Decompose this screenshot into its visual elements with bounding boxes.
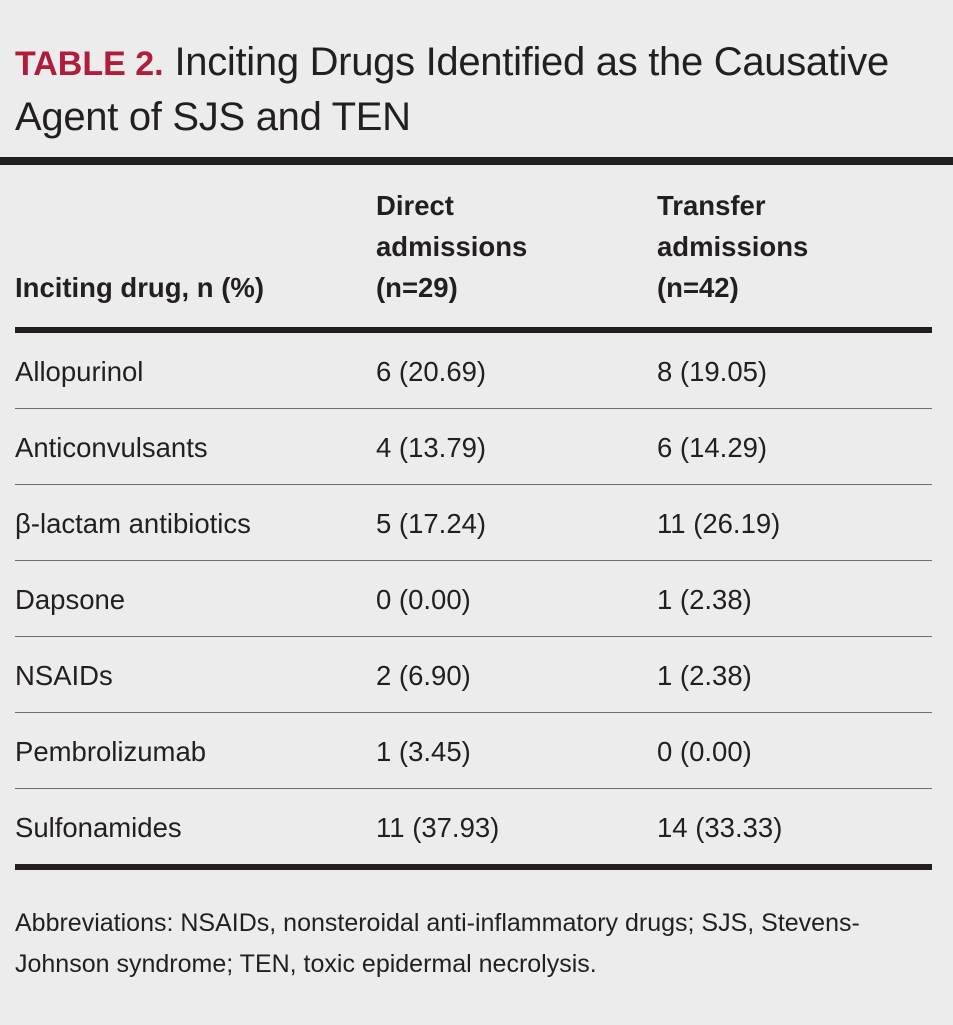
- header-direct-admissions: Direct admissions (n=29): [376, 185, 657, 333]
- table-row: Anticonvulsants 4 (13.79) 6 (14.29): [15, 408, 932, 485]
- drug-cell: Allopurinol: [15, 330, 376, 409]
- transfer-cell: 8 (19.05): [657, 330, 932, 409]
- drug-cell: Sulfonamides: [15, 788, 376, 870]
- title-divider: [0, 157, 953, 165]
- table-row: Sulfonamides 11 (37.93) 14 (33.33): [15, 788, 932, 870]
- transfer-cell: 6 (14.29): [657, 408, 932, 485]
- table-title-text: Inciting Drugs Identified as the Causati…: [15, 40, 889, 139]
- transfer-cell: 14 (33.33): [657, 788, 932, 870]
- table-row: Pembrolizumab 1 (3.45) 0 (0.00): [15, 712, 932, 789]
- transfer-cell: 11 (26.19): [657, 484, 932, 561]
- drug-cell: β-lactam antibiotics: [15, 484, 376, 561]
- table-footnote: Abbreviations: NSAIDs, nonsteroidal anti…: [15, 909, 860, 978]
- direct-cell: 1 (3.45): [376, 712, 657, 789]
- header-line: Direct: [376, 190, 454, 221]
- header-line: (n=42): [657, 272, 739, 303]
- data-table: Inciting drug, n (%) Direct admissions (…: [15, 185, 932, 870]
- header-transfer-admissions: Transfer admissions (n=42): [657, 185, 932, 333]
- direct-cell: 0 (0.00): [376, 560, 657, 637]
- table-row: Dapsone 0 (0.00) 1 (2.38): [15, 560, 932, 637]
- direct-cell: 2 (6.90): [376, 636, 657, 713]
- direct-cell: 5 (17.24): [376, 484, 657, 561]
- header-line: (n=29): [376, 272, 458, 303]
- table-title: TABLE 2. Inciting Drugs Identified as th…: [15, 36, 935, 144]
- drug-cell: Pembrolizumab: [15, 712, 376, 789]
- direct-cell: 11 (37.93): [376, 788, 657, 870]
- header-inciting-drug: Inciting drug, n (%): [15, 185, 376, 333]
- header-line: admissions: [376, 231, 528, 262]
- table-row: NSAIDs 2 (6.90) 1 (2.38): [15, 636, 932, 713]
- header-line: admissions: [657, 231, 809, 262]
- header-line: Transfer: [657, 190, 766, 221]
- header-line: Inciting drug, n (%): [15, 272, 264, 303]
- drug-cell: NSAIDs: [15, 636, 376, 713]
- direct-cell: 6 (20.69): [376, 330, 657, 409]
- drug-cell: Dapsone: [15, 560, 376, 637]
- transfer-cell: 0 (0.00): [657, 712, 932, 789]
- drug-cell: Anticonvulsants: [15, 408, 376, 485]
- table-row: β-lactam antibiotics 5 (17.24) 11 (26.19…: [15, 484, 932, 561]
- table-label: TABLE 2.: [15, 45, 164, 83]
- header-row: Inciting drug, n (%) Direct admissions (…: [15, 185, 932, 333]
- direct-cell: 4 (13.79): [376, 408, 657, 485]
- transfer-cell: 1 (2.38): [657, 560, 932, 637]
- table-row: Allopurinol 6 (20.69) 8 (19.05): [15, 330, 932, 409]
- transfer-cell: 1 (2.38): [657, 636, 932, 713]
